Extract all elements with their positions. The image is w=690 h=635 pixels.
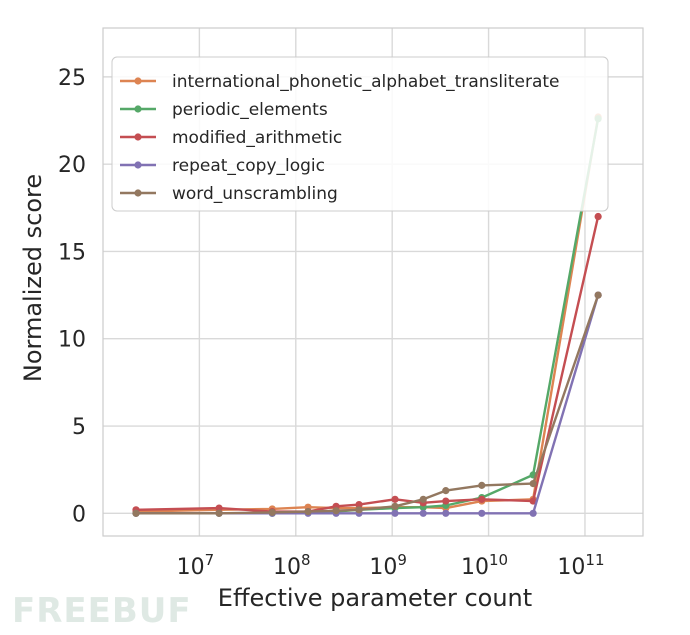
- data-point: [529, 480, 537, 488]
- data-point: [442, 497, 450, 505]
- legend-swatch-marker: [134, 133, 142, 141]
- legend-label: word_unscrambling: [172, 184, 338, 204]
- watermark: FREEBUF: [12, 591, 192, 631]
- data-point: [529, 497, 537, 505]
- legend-swatch-marker: [134, 105, 142, 113]
- data-point: [478, 481, 486, 489]
- series-word-unscrambling: [132, 291, 602, 517]
- x-tick-label: 109: [369, 551, 407, 580]
- legend-swatch-marker: [134, 189, 142, 197]
- legend-entry: repeat_copy_logic: [120, 156, 325, 176]
- legend-swatch-marker: [134, 161, 142, 169]
- y-tick-label: 15: [58, 240, 86, 265]
- legend-label: repeat_copy_logic: [172, 156, 325, 176]
- y-tick-label: 10: [58, 328, 86, 353]
- series-line: [136, 294, 600, 515]
- x-tick-label: 1010: [461, 551, 508, 580]
- plot-area: [102, 27, 644, 537]
- series-modified-arithmetic: [132, 212, 602, 516]
- data-point: [594, 212, 602, 221]
- series-line: [136, 294, 600, 515]
- legend-label: international_phonetic_alphabet_translit…: [172, 72, 560, 92]
- y-tick-label: 25: [58, 66, 86, 91]
- x-tick-label: 1011: [557, 551, 604, 580]
- watermark-text: FREEBUF: [12, 591, 192, 631]
- data-point: [215, 504, 223, 512]
- legend-entry: periodic_elements: [120, 100, 328, 120]
- data-point: [419, 509, 427, 517]
- legend-entry: modified_arithmetic: [120, 128, 342, 148]
- legend-box: [111, 56, 609, 212]
- x-tick-label: 108: [273, 551, 311, 580]
- data-point: [391, 509, 399, 517]
- data-point: [478, 509, 486, 517]
- data-point: [304, 507, 312, 516]
- legend-label: modified_arithmetic: [172, 128, 342, 148]
- legend-label: periodic_elements: [172, 100, 328, 120]
- legend-entry: international_phonetic_alphabet_translit…: [120, 72, 560, 92]
- data-point: [478, 495, 486, 503]
- data-point: [391, 495, 399, 503]
- data-point: [391, 502, 399, 510]
- y-axis-label: Normalized score: [19, 174, 47, 382]
- data-point: [442, 509, 450, 517]
- data-point: [268, 508, 276, 517]
- y-tick-label: 0: [72, 502, 86, 527]
- y-tick-label: 5: [72, 415, 86, 440]
- data-point: [215, 509, 223, 517]
- legend-swatch-marker: [134, 77, 142, 85]
- x-tick-labels: 107 108 109 1010 1011: [177, 551, 605, 580]
- data-point: [132, 509, 140, 517]
- series-line: [135, 216, 600, 513]
- legend: international_phonetic_alphabet_translit…: [111, 56, 609, 212]
- data-point: [442, 487, 450, 495]
- y-tick-label: 20: [58, 153, 86, 178]
- legend-entry: word_unscrambling: [120, 184, 338, 204]
- data-point: [529, 509, 537, 517]
- data-point: [419, 495, 427, 503]
- data-point: [594, 291, 602, 299]
- data-point: [355, 500, 363, 509]
- data-point: [355, 506, 363, 514]
- data-point: [332, 507, 340, 515]
- y-tick-labels: 0 5 10 15 20 25: [58, 66, 86, 527]
- x-axis-label: Effective parameter count: [218, 584, 532, 612]
- x-tick-label: 107: [177, 551, 215, 580]
- series-group: [132, 113, 602, 517]
